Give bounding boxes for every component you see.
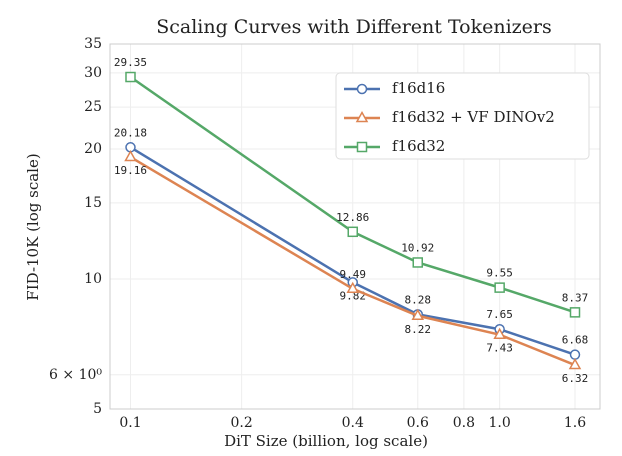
marker — [124, 149, 137, 162]
x-axis-label: DiT Size (billion, log scale) — [224, 432, 428, 450]
plot-frame — [109, 43, 601, 410]
data-label: 19.16 — [114, 164, 147, 177]
legend-label: f16d32 + VF DINOv2 — [392, 108, 555, 126]
marker — [569, 349, 581, 360]
data-label: 12.86 — [336, 211, 369, 224]
x-tick-label: 0.1 — [119, 415, 141, 431]
legend-marker — [356, 141, 368, 153]
marker — [347, 226, 358, 238]
data-label: 7.43 — [486, 342, 513, 355]
marker — [412, 257, 424, 268]
legend-label: f16d32 — [392, 137, 445, 155]
x-tick-label: 0.8 — [453, 415, 475, 431]
data-label: 7.65 — [486, 308, 513, 321]
chart-title: Scaling Curves with Different Tokenizers — [156, 16, 552, 38]
y-tick-label: 5 — [93, 401, 102, 417]
y-tick-label: 30 — [84, 65, 102, 81]
data-label: 9.55 — [486, 267, 513, 280]
data-label: 8.22 — [405, 323, 432, 336]
y-tick-label: 20 — [84, 141, 102, 157]
y-axis-label: FID-10K (log scale) — [24, 153, 42, 300]
data-label: 20.18 — [114, 126, 147, 139]
marker — [411, 308, 425, 321]
marker — [125, 71, 136, 83]
data-label: 10.92 — [401, 241, 434, 254]
x-tick-label: 1.0 — [489, 415, 511, 431]
y-tick-label: 35 — [84, 36, 102, 52]
y-tick-label: 10 — [84, 271, 102, 287]
y-tick-label: 15 — [84, 195, 102, 211]
legend-marker — [355, 110, 369, 123]
data-label: 6.32 — [562, 372, 589, 385]
data-label: 6.68 — [562, 334, 589, 347]
x-tick-label: 0.2 — [230, 415, 252, 431]
data-label: 8.37 — [562, 291, 589, 304]
legend-label: f16d16 — [392, 79, 445, 97]
y-tick-label: 6 × 10⁰ — [49, 367, 102, 383]
marker — [494, 282, 505, 293]
x-tick-label: 0.6 — [407, 415, 429, 431]
legend-marker — [356, 83, 368, 95]
x-tick-label: 1.6 — [564, 415, 586, 431]
data-label: 9.49 — [339, 268, 366, 281]
y-tick-label: 25 — [84, 99, 102, 115]
marker — [493, 327, 506, 339]
data-label: 8.28 — [405, 293, 432, 306]
marker — [568, 358, 582, 370]
marker — [346, 281, 360, 294]
data-label: 29.35 — [114, 56, 147, 69]
x-tick-label: 0.4 — [342, 415, 364, 431]
marker — [569, 307, 581, 318]
legend-box — [335, 72, 590, 160]
